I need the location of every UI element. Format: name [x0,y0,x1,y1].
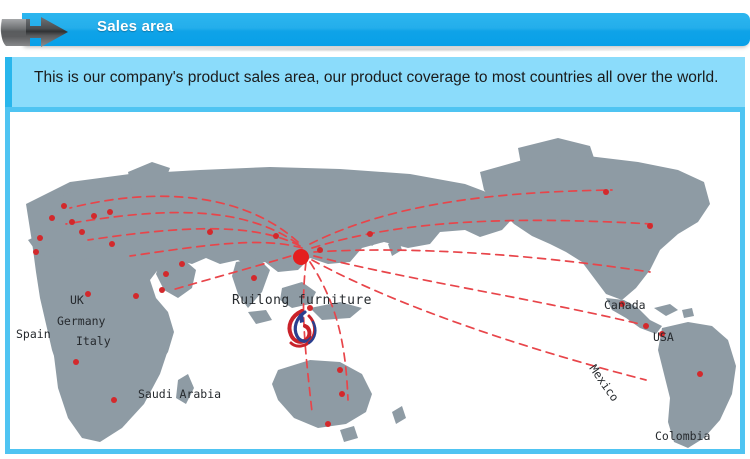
map-graphic [26,138,736,448]
description-box: This is our company's product sales area… [5,57,745,107]
page-title: Sales area [97,18,174,35]
spiral-logo-icon [281,308,323,352]
location-markers [33,189,703,427]
title-bar [22,13,750,46]
hq-marker [293,249,309,265]
company-label: Ruilong furniture [232,293,372,308]
label-uk: UK [70,293,84,307]
label-italy: Italy [76,334,111,348]
label-usa: USA [653,330,674,344]
description-text: This is our company's product sales area… [34,69,719,86]
label-canada: Canada [604,298,646,312]
title-bar-shadow [40,47,740,52]
label-germany: Germany [57,314,106,328]
world-map: Ruilong furniture UK Germany Italy Spain… [5,107,745,454]
label-spain: Spain [16,327,51,341]
label-colombia: Colombia [655,429,711,443]
label-saudi-arabia: Saudi Arabia [138,387,222,401]
right-arrow-icon [0,14,72,50]
page-header: Sales area [0,0,750,56]
shipping-routes [65,189,653,413]
